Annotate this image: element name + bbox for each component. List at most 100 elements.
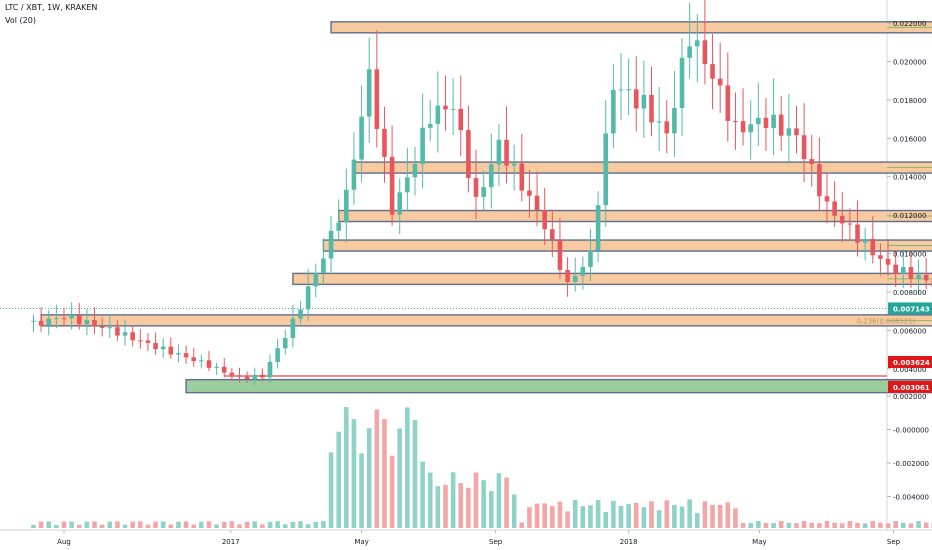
volume-bar	[557, 501, 563, 528]
candle-body	[183, 353, 189, 358]
price-badge	[888, 302, 932, 315]
candle-body	[69, 315, 74, 319]
candle-body	[458, 108, 464, 131]
volume-bar	[504, 477, 509, 528]
volume-bar	[92, 521, 97, 528]
volume-bar	[786, 522, 792, 528]
price-tick-label: 0.008000	[893, 289, 926, 297]
volume-bar	[603, 512, 609, 528]
candle-body	[611, 89, 616, 134]
volume-bar	[527, 507, 532, 528]
volume-bar	[46, 521, 52, 528]
candle-body	[130, 332, 135, 341]
volume-bar	[305, 524, 311, 528]
candle-body	[672, 108, 677, 134]
candle-body	[191, 357, 197, 362]
candle-body	[702, 40, 708, 65]
candle-body	[687, 46, 692, 58]
volume-bar	[145, 524, 151, 528]
volume-bar	[244, 521, 250, 528]
volume-bar	[870, 521, 876, 528]
candle-body	[275, 348, 280, 362]
candle-body	[801, 135, 807, 160]
candle-body	[206, 360, 212, 368]
candle-body	[313, 272, 319, 287]
candle-body	[649, 94, 654, 123]
candle-body	[618, 89, 624, 91]
candle-body	[76, 315, 82, 325]
candle-body	[336, 222, 341, 231]
volume-bar	[351, 419, 357, 528]
candle-body	[817, 163, 822, 197]
candle-body	[527, 190, 532, 196]
volume-bar	[214, 524, 219, 528]
volume-bar	[923, 522, 929, 528]
candle-body	[344, 189, 349, 223]
volume-bar	[191, 524, 197, 528]
candle-body	[504, 139, 509, 166]
volume-bar	[466, 487, 471, 528]
volume-bar	[862, 523, 868, 528]
volume-bar	[107, 521, 113, 528]
candle-body	[664, 121, 670, 134]
volume-bar	[84, 521, 90, 528]
volume-bar	[252, 521, 258, 528]
candle-body	[160, 346, 166, 350]
volume-bar	[771, 523, 776, 528]
candle-body	[878, 255, 883, 259]
candle-body	[427, 123, 433, 128]
volume-bar	[389, 455, 395, 528]
volume-bar	[336, 431, 341, 528]
price-badge	[888, 380, 932, 393]
candle-body	[870, 238, 876, 256]
candle-body	[321, 258, 326, 273]
volume-bar	[679, 506, 685, 528]
grid	[0, 0, 932, 531]
volume-bar	[199, 521, 204, 528]
volume-bar	[756, 521, 761, 528]
candle-body	[244, 376, 250, 380]
candle-body	[214, 366, 219, 368]
candle-body	[298, 309, 303, 319]
price-tick-label: 0.004000	[893, 366, 926, 374]
time-tick-label: May	[354, 538, 368, 546]
candle-body	[305, 286, 311, 310]
volume-bar	[458, 483, 464, 528]
fib-zone-4	[292, 272, 932, 286]
candle-body	[221, 366, 227, 373]
candle-body	[855, 224, 860, 243]
candle-body	[473, 178, 479, 197]
candle-body	[839, 215, 845, 224]
volume-bar	[99, 524, 105, 528]
candle-body	[901, 267, 906, 274]
volume-bar	[221, 521, 227, 528]
volume-bar	[855, 522, 860, 528]
volume-bar	[725, 502, 731, 528]
time-tick-label: 2017	[222, 538, 240, 546]
candle-body	[488, 164, 494, 188]
volume-bar	[31, 525, 36, 528]
volume-bar	[473, 472, 479, 528]
fib-zone-0	[330, 21, 932, 34]
price-badge-label: 0.003624	[893, 359, 930, 367]
candle-body	[237, 375, 242, 377]
candle-body	[771, 114, 776, 129]
axes: 0.022000 0.020000 0.018000 0.016000 0.014000…	[57, 20, 932, 546]
volume-bar	[633, 502, 639, 528]
candle-body	[824, 196, 830, 202]
candle-body	[420, 127, 425, 164]
candle-body	[725, 85, 731, 121]
candle-body	[466, 130, 471, 179]
volume-bar	[809, 522, 815, 528]
candle-body	[107, 327, 113, 329]
price-badge-label: 0.007143	[893, 305, 930, 313]
candle-body	[511, 163, 517, 166]
volume-bar	[916, 521, 921, 528]
candle-body	[633, 89, 639, 109]
candle-body	[557, 239, 563, 270]
volume-bar	[359, 453, 364, 528]
time-tick-label: Aug	[57, 538, 71, 546]
volume-tick-label: -0.002000	[893, 460, 929, 468]
candle-body	[740, 121, 746, 133]
